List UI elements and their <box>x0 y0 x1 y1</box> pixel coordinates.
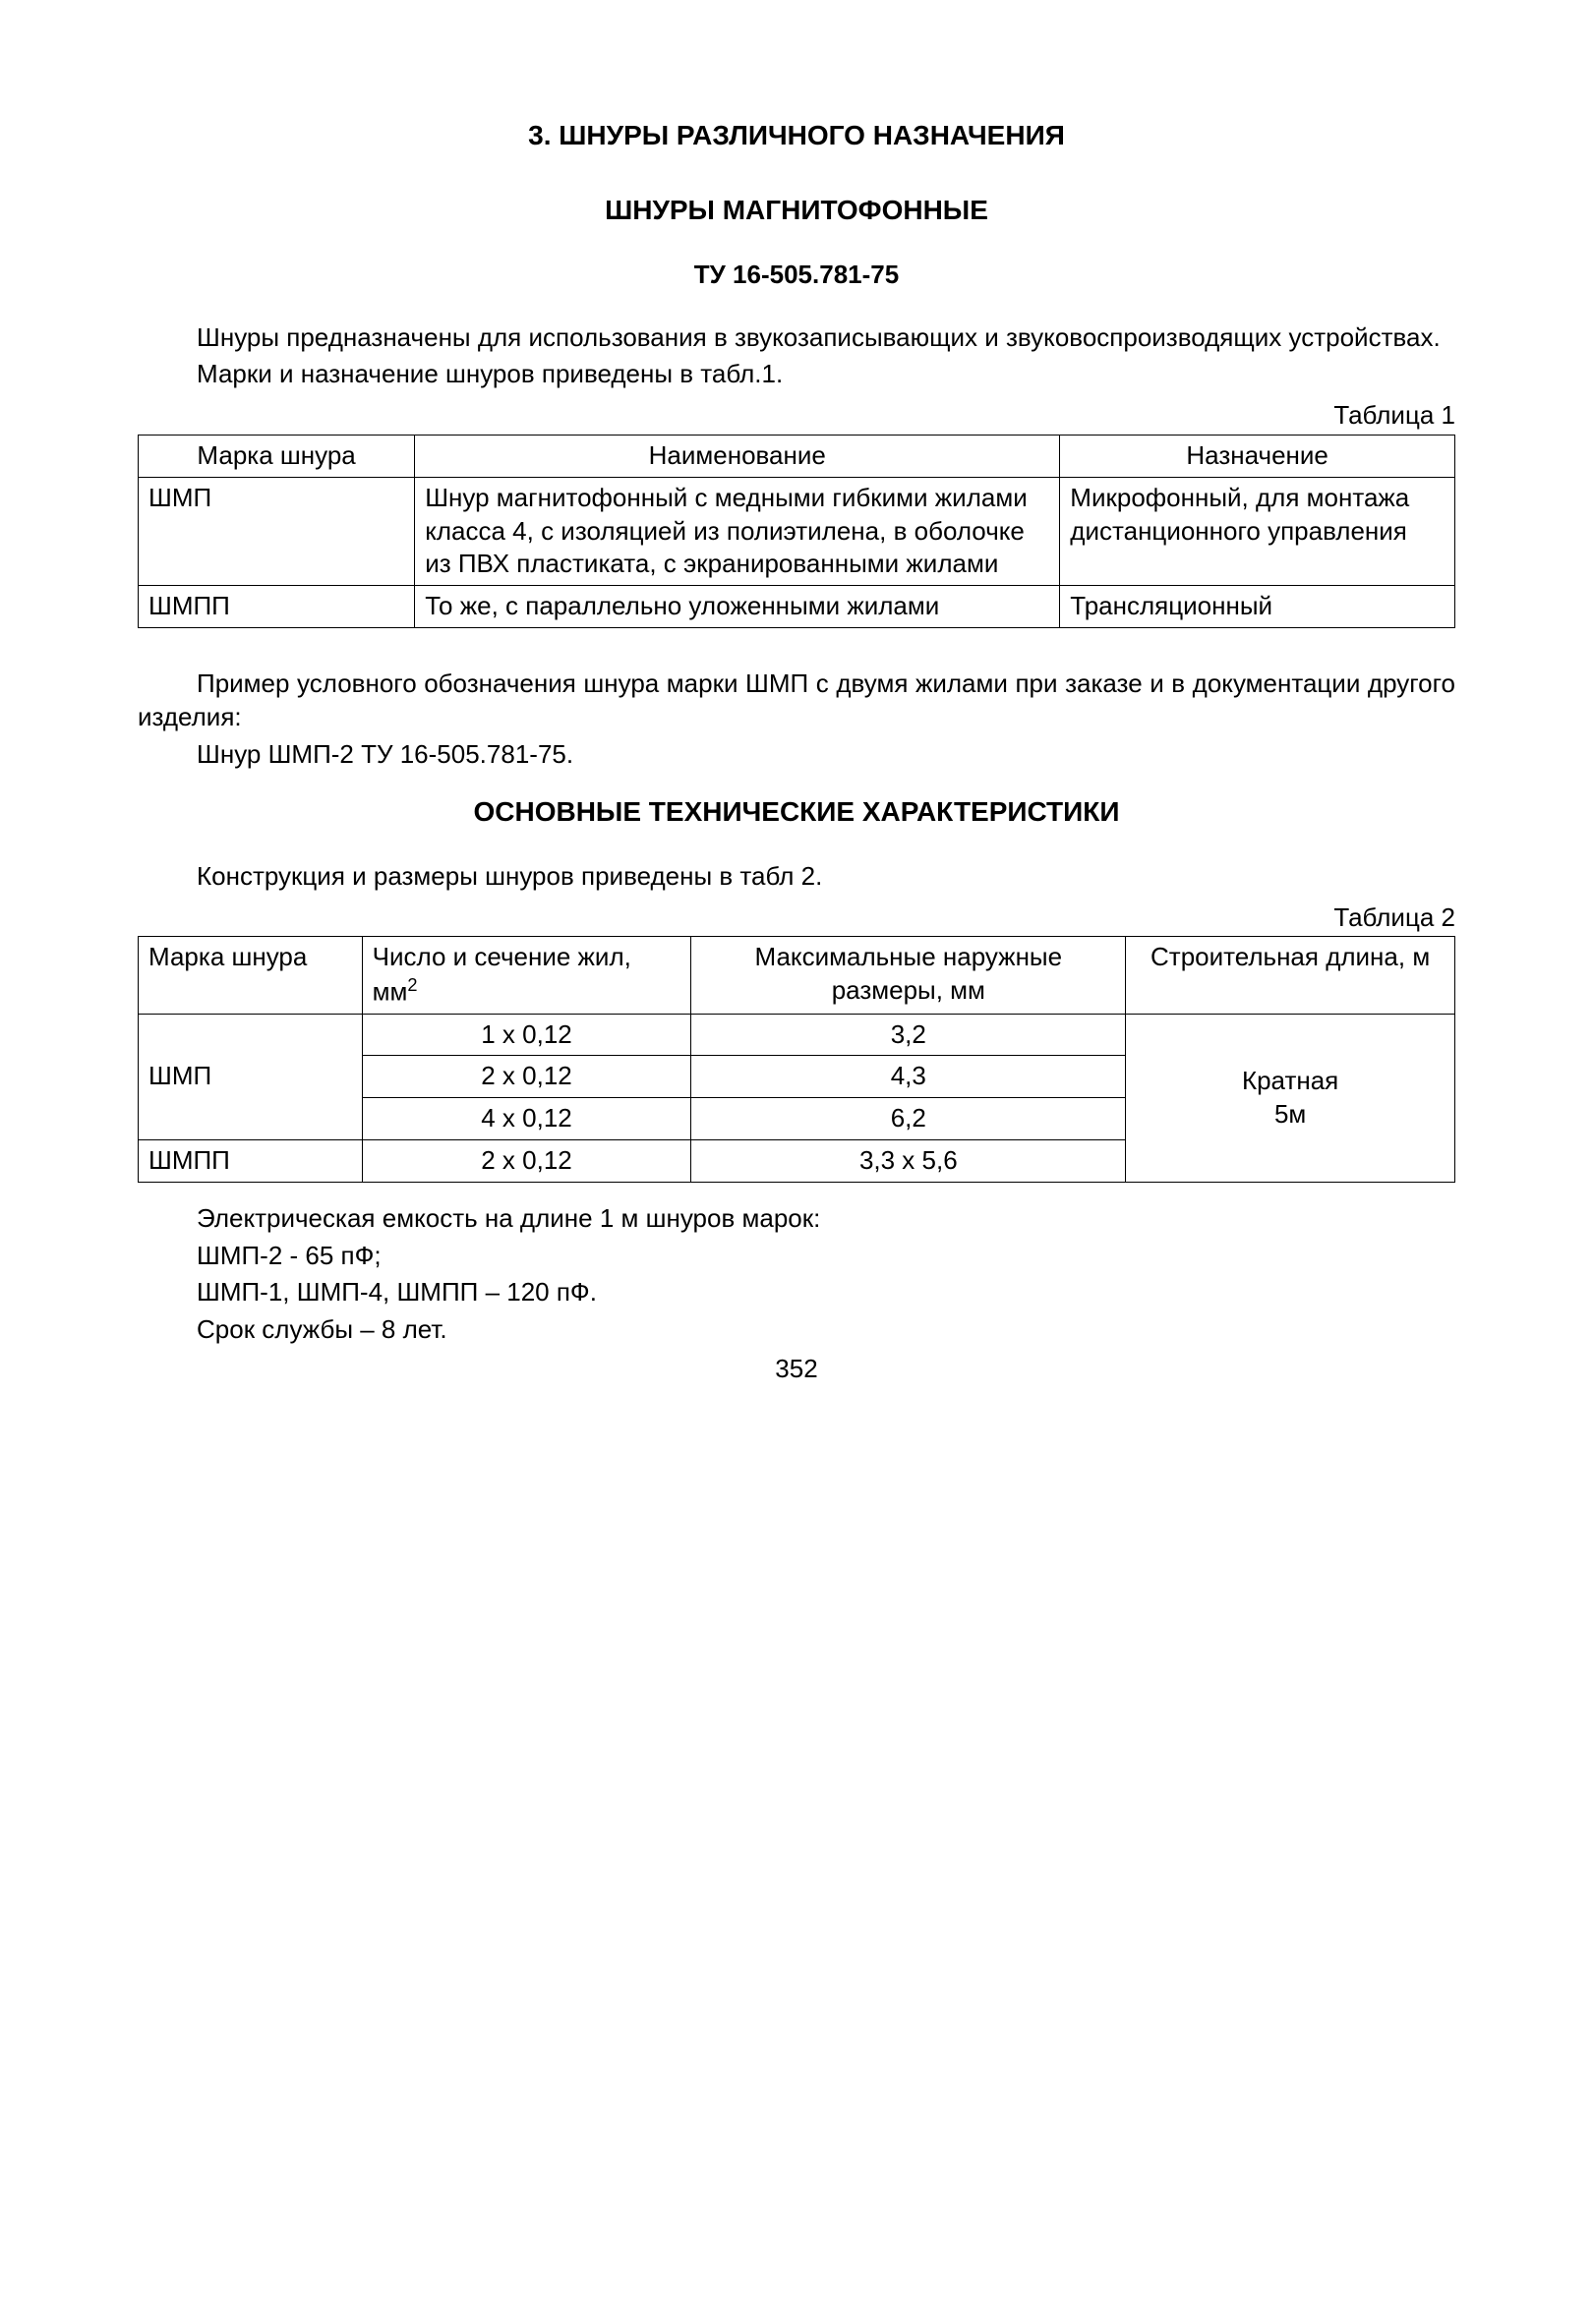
table-row: ШМПП То же, с параллельно уложенными жил… <box>139 586 1455 628</box>
table-2-header-row: Марка шнура Число и сечение жил, мм2 Мак… <box>139 937 1455 1014</box>
tech-paragraph: Конструкция и размеры шнуров приведены в… <box>138 860 1455 894</box>
table-cell: Трансляционный <box>1060 586 1455 628</box>
intro-paragraph-2: Марки и назначение шнуров приведены в та… <box>138 358 1455 391</box>
table-row: ШМП 1 х 0,12 3,2 Кратная 5м <box>139 1014 1455 1056</box>
table-2-header-cell: Максимальные наружные размеры, мм <box>691 937 1126 1014</box>
technical-heading: ОСНОВНЫЕ ТЕХНИЧЕСКИЕ ХАРАКТЕРИСТИКИ <box>138 794 1455 830</box>
table-2-header-cell: Марка шнура <box>139 937 363 1014</box>
table-2: Марка шнура Число и сечение жил, мм2 Мак… <box>138 936 1455 1182</box>
table-cell: 1 х 0,12 <box>362 1014 691 1056</box>
table-cell: Кратная 5м <box>1126 1014 1455 1182</box>
spec-number: ТУ 16-505.781-75 <box>138 259 1455 292</box>
subtitle-heading: ШНУРЫ МАГНИТОФОННЫЕ <box>138 193 1455 228</box>
table-cell: ШМП <box>139 1014 363 1139</box>
length-line-1: Кратная <box>1242 1066 1338 1095</box>
length-line-2: 5м <box>1274 1099 1306 1129</box>
table-1-header-cell: Наименование <box>415 435 1060 477</box>
example-paragraph-1: Пример условного обозначения шнура марки… <box>138 668 1455 734</box>
table-cell: 6,2 <box>691 1098 1126 1140</box>
capacity-line-1: Электрическая емкость на длине 1 м шнуро… <box>138 1202 1455 1236</box>
intro-paragraph-1: Шнуры предназначены для использования в … <box>138 321 1455 355</box>
table-cell: ШМПП <box>139 1139 363 1182</box>
table-1-header-cell: Марка шнура <box>139 435 415 477</box>
table-1-header-row: Марка шнура Наименование Назначение <box>139 435 1455 477</box>
table-cell: 4 х 0,12 <box>362 1098 691 1140</box>
table-row: ШМП Шнур магнитофонный с медными гибкими… <box>139 477 1455 585</box>
table-1-header-cell: Назначение <box>1060 435 1455 477</box>
table-1-label: Таблица 1 <box>138 399 1455 433</box>
table-1: Марка шнура Наименование Назначение ШМП … <box>138 435 1455 628</box>
table-2-header-cell: Строительная длина, м <box>1126 937 1455 1014</box>
table-cell: 3,2 <box>691 1014 1126 1056</box>
table-cell: ШМП <box>139 477 415 585</box>
superscript: 2 <box>407 975 417 995</box>
table-cell: 3,3 х 5,6 <box>691 1139 1126 1182</box>
page-number: 352 <box>138 1353 1455 1386</box>
table-2-label: Таблица 2 <box>138 901 1455 935</box>
table-cell: То же, с параллельно уложенными жилами <box>415 586 1060 628</box>
capacity-line-2: ШМП-2 - 65 пФ; <box>138 1240 1455 1273</box>
table-cell: Шнур магнитофонный с медными гибкими жил… <box>415 477 1060 585</box>
table-cell: 2 х 0,12 <box>362 1056 691 1098</box>
table-2-header-cell: Число и сечение жил, мм2 <box>362 937 691 1014</box>
lifetime-line: Срок службы – 8 лет. <box>138 1313 1455 1347</box>
section-heading: 3. ШНУРЫ РАЗЛИЧНОГО НАЗНАЧЕНИЯ <box>138 118 1455 153</box>
capacity-line-3: ШМП-1, ШМП-4, ШМПП – 120 пФ. <box>138 1276 1455 1309</box>
table-cell: ШМПП <box>139 586 415 628</box>
table-cell: 4,3 <box>691 1056 1126 1098</box>
example-paragraph-2: Шнур ШМП-2 ТУ 16-505.781-75. <box>138 738 1455 772</box>
table-cell: Микрофонный, для монтажа дистанционного … <box>1060 477 1455 585</box>
table-cell: 2 х 0,12 <box>362 1139 691 1182</box>
